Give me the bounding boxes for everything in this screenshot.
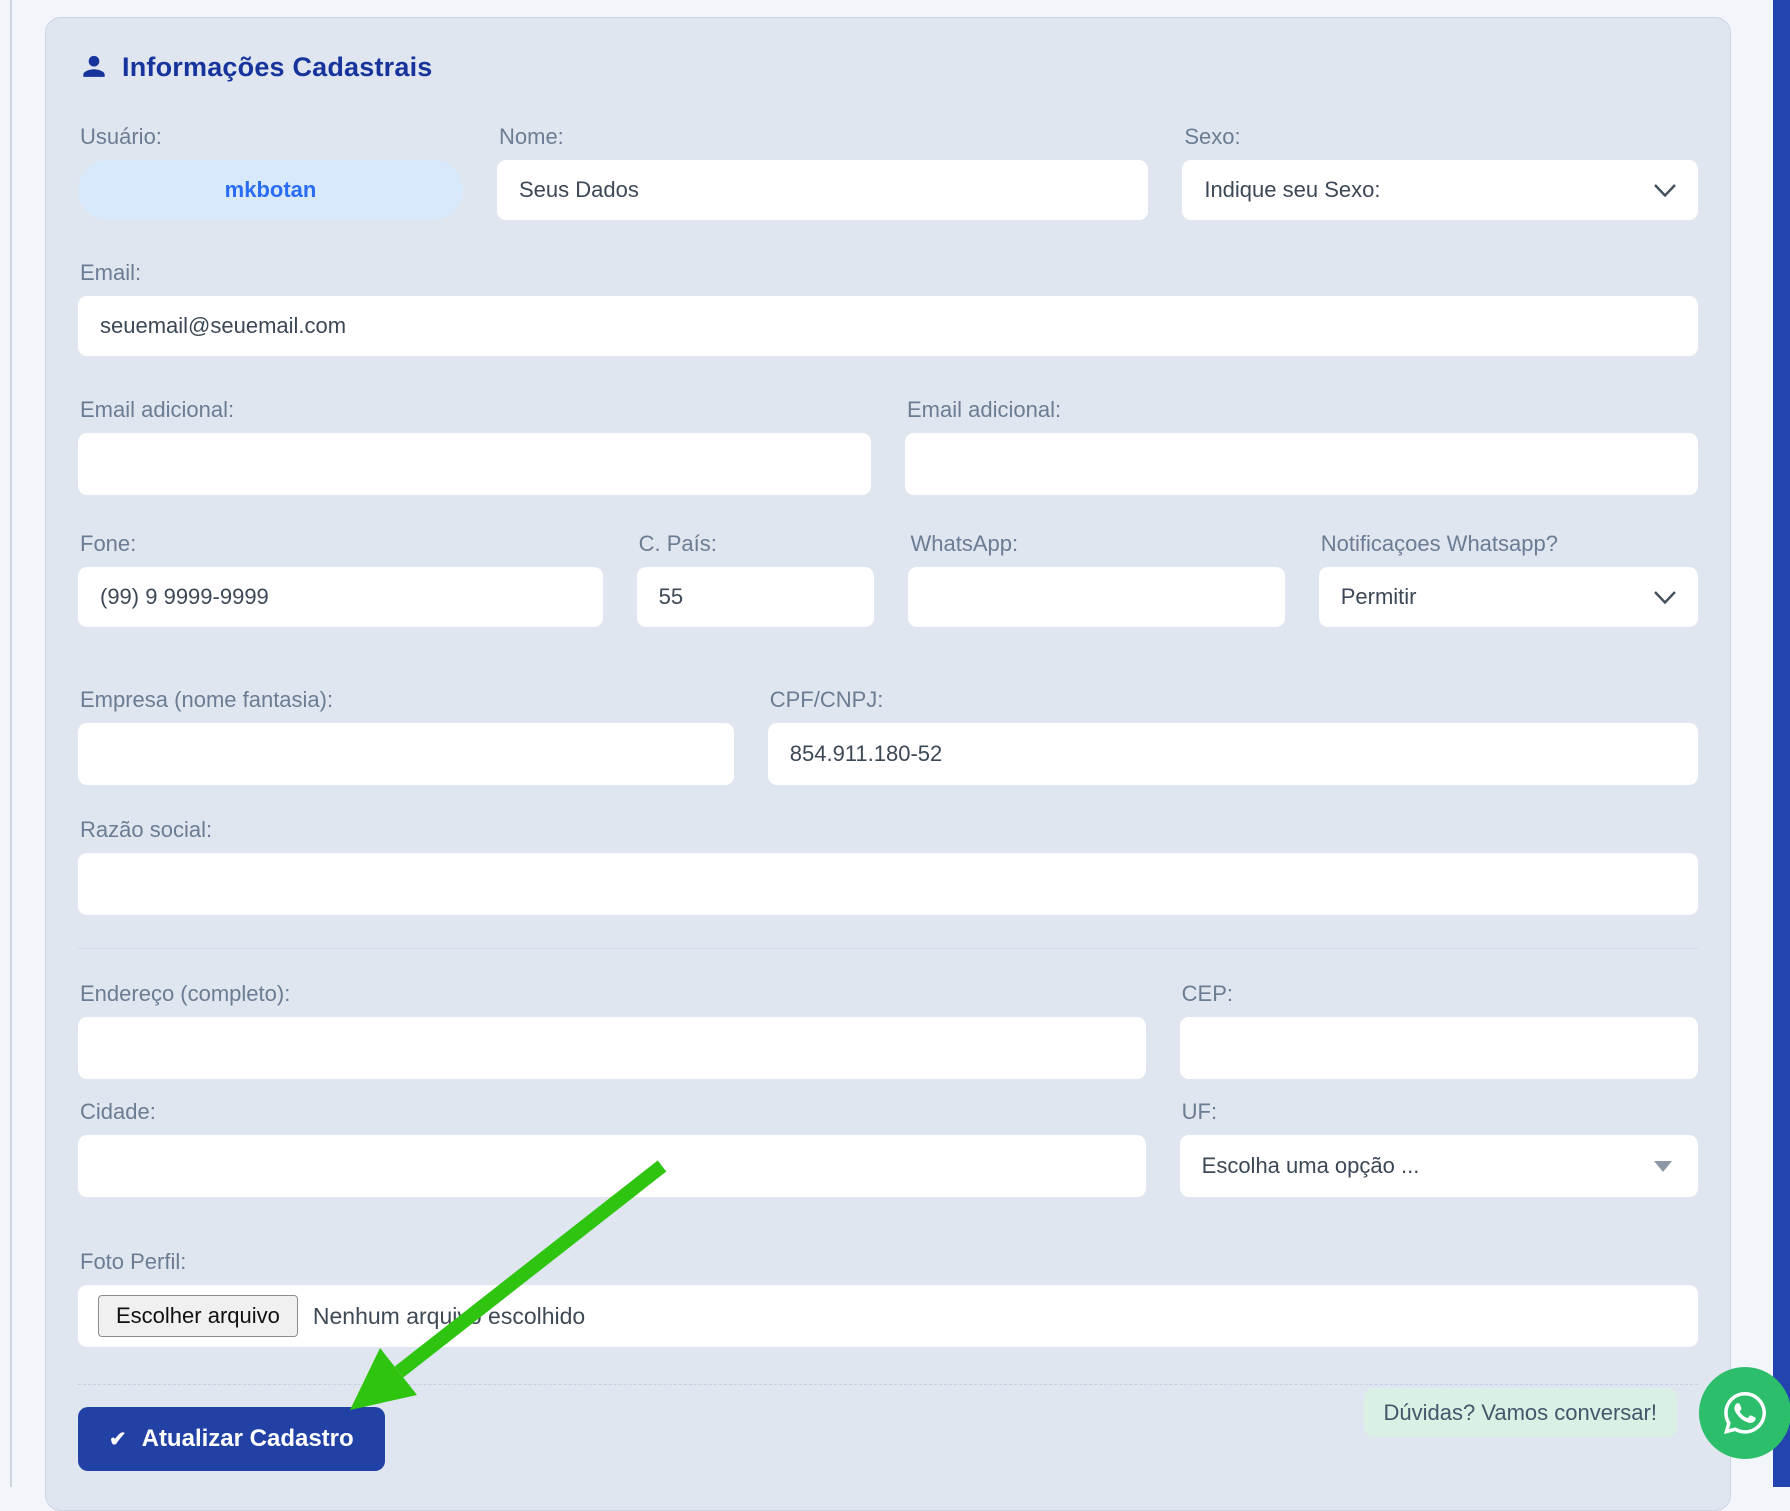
sexo-field: Sexo: Indique seu Sexo: (1182, 124, 1698, 220)
cpf-cnpj-input[interactable] (767, 723, 1698, 785)
cpf-cnpj-label: CPF/CNPJ: (769, 687, 884, 712)
cpf-cnpj-field: CPF/CNPJ: (767, 687, 1698, 785)
endereco-input[interactable] (78, 1017, 1146, 1079)
email-adicional-2-field: Email adicional: (905, 397, 1698, 495)
card-footer: ✔ Atualizar Cadastro (78, 1384, 1698, 1471)
usuario-label: Usuário: (80, 124, 162, 149)
cep-input[interactable] (1179, 1017, 1698, 1079)
scrollbar-thumb[interactable] (1773, 0, 1790, 1487)
empresa-field: Empresa (nome fantasia): (78, 687, 734, 785)
whatsapp-icon (1721, 1389, 1769, 1437)
email-adicional-1-label: Email adicional: (80, 397, 235, 422)
uf-selected-value: Escolha uma opção ... (1201, 1153, 1420, 1178)
fone-input[interactable] (78, 567, 603, 627)
empresa-input[interactable] (78, 723, 734, 785)
cidade-input[interactable] (78, 1135, 1146, 1197)
chat-tooltip: Dúvidas? Vamos conversar! (1363, 1388, 1677, 1437)
cidade-field: Cidade: (78, 1099, 1146, 1197)
cep-field: CEP: (1179, 981, 1698, 1079)
foto-perfil-field: Foto Perfil: Escolher arquivo Nenhum arq… (78, 1249, 1698, 1347)
email-adicional-1-field: Email adicional: (78, 397, 871, 495)
uf-select[interactable]: Escolha uma opção ... (1179, 1135, 1698, 1197)
empresa-label: Empresa (nome fantasia): (80, 687, 334, 712)
uf-label: UF: (1181, 1099, 1218, 1124)
foto-perfil-label: Foto Perfil: (80, 1249, 187, 1274)
uf-field: UF: Escolha uma opção ... (1179, 1099, 1698, 1197)
file-status-text: Nenhum arquivo escolhido (312, 1302, 586, 1329)
whatsapp-input[interactable] (908, 567, 1285, 627)
c-pais-label: C. País: (638, 531, 717, 556)
section-divider (78, 948, 1698, 949)
submit-label: Atualizar Cadastro (141, 1425, 354, 1452)
fone-label: Fone: (80, 531, 137, 556)
notificacoes-whatsapp-label: Notificaçoes Whatsapp? (1320, 531, 1558, 556)
notificacoes-whatsapp-select[interactable]: Permitir (1318, 567, 1698, 627)
registration-card: Informações Cadastrais Usuário: mkbotan … (45, 17, 1731, 1511)
notificacoes-whatsapp-field: Notificaçoes Whatsapp? Permitir (1318, 531, 1698, 627)
whatsapp-field: WhatsApp: (908, 531, 1285, 627)
razao-social-input[interactable] (78, 853, 1698, 915)
email-input[interactable] (78, 296, 1698, 356)
chevron-down-icon (1654, 590, 1676, 604)
nome-input[interactable] (497, 160, 1149, 220)
cep-label: CEP: (1181, 981, 1233, 1006)
user-icon (80, 53, 108, 81)
sexo-selected-value: Indique seu Sexo: (1204, 177, 1381, 202)
nome-field: Nome: (497, 124, 1149, 220)
whatsapp-label: WhatsApp: (910, 531, 1019, 556)
chevron-down-icon (1654, 183, 1676, 197)
usuario-value: mkbotan (78, 160, 463, 220)
sexo-label: Sexo: (1184, 124, 1241, 149)
file-input[interactable]: Escolher arquivo Nenhum arquivo escolhid… (78, 1285, 1698, 1347)
card-header: Informações Cadastrais (80, 52, 1698, 82)
atualizar-cadastro-button[interactable]: ✔ Atualizar Cadastro (78, 1407, 385, 1471)
endereco-field: Endereço (completo): (78, 981, 1146, 1079)
caret-down-icon (1654, 1160, 1672, 1172)
nome-label: Nome: (499, 124, 564, 149)
endereco-label: Endereço (completo): (80, 981, 291, 1006)
email-adicional-1-input[interactable] (78, 433, 871, 495)
email-adicional-2-input[interactable] (905, 433, 1698, 495)
notificacoes-selected-value: Permitir (1340, 584, 1417, 609)
page-title: Informações Cadastrais (122, 51, 433, 82)
sexo-select[interactable]: Indique seu Sexo: (1182, 160, 1698, 220)
usuario-field: Usuário: mkbotan (78, 124, 463, 220)
email-field: Email: (78, 260, 1698, 356)
whatsapp-button[interactable] (1699, 1367, 1790, 1459)
razao-social-label: Razão social: (80, 817, 213, 842)
cidade-label: Cidade: (80, 1099, 156, 1124)
email-adicional-2-label: Email adicional: (907, 397, 1062, 422)
email-label: Email: (80, 260, 142, 285)
escolher-arquivo-button[interactable]: Escolher arquivo (98, 1295, 298, 1337)
c-pais-field: C. País: (636, 531, 875, 627)
razao-social-field: Razão social: (78, 817, 1698, 915)
fone-field: Fone: (78, 531, 603, 627)
c-pais-input[interactable] (636, 567, 875, 627)
sidebar-edge (10, 0, 12, 1487)
check-icon: ✔ (109, 1427, 127, 1451)
